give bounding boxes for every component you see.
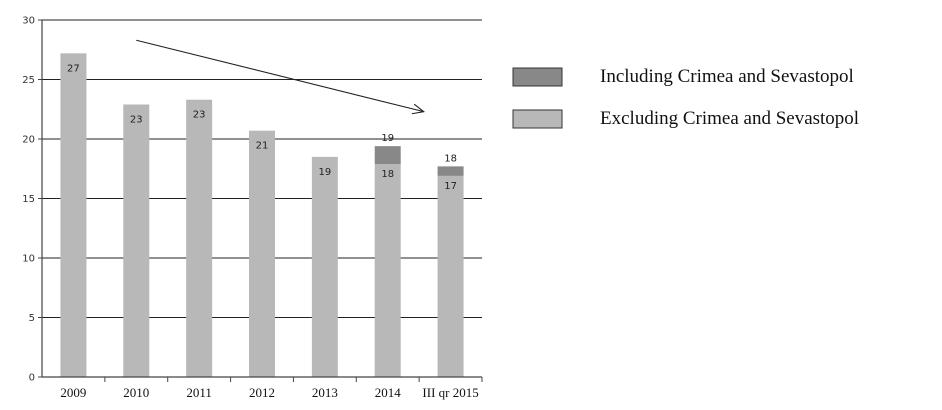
bar-including — [374, 146, 401, 164]
data-label-excluding: 23 — [193, 110, 206, 121]
trend-arrow — [136, 39, 426, 115]
data-labels: 27 23 23 21 19 19 18 18 17 — [67, 63, 457, 192]
x-category-label: 2013 — [312, 385, 338, 400]
y-axis-tick-labels: 0 5 10 15 20 25 30 — [22, 16, 35, 384]
data-label-excluding: 23 — [130, 114, 143, 125]
y-tick-label: 0 — [29, 373, 35, 384]
bar-excluding — [374, 163, 401, 377]
y-tick-label: 20 — [22, 135, 35, 146]
data-label-including: 18 — [444, 153, 457, 164]
trend-arrow-head — [411, 103, 426, 115]
data-label-excluding: 21 — [256, 141, 269, 152]
y-tick-label: 10 — [22, 254, 35, 265]
y-tick-label: 25 — [22, 75, 35, 86]
x-axis-category-labels: 2009 2010 2011 2012 2013 2014 III qr 2015 — [60, 385, 478, 400]
bars — [60, 53, 464, 378]
bar-excluding — [123, 104, 150, 378]
data-label-excluding: 17 — [444, 181, 457, 192]
axes — [41, 20, 482, 378]
x-category-label: 2011 — [186, 385, 212, 400]
x-category-label: 2009 — [60, 385, 86, 400]
y-tick-label: 15 — [22, 194, 35, 205]
x-category-label: 2012 — [249, 385, 275, 400]
bar-including — [437, 166, 464, 176]
x-category-label: 2014 — [375, 385, 402, 400]
legend-label-including: Including Crimea and Sevastopol — [600, 66, 854, 87]
legend-label-excluding: Excluding Crimea and Sevastopol — [600, 108, 859, 129]
bar-excluding — [437, 175, 464, 377]
y-tick-label: 5 — [29, 313, 35, 324]
legend: Including Crimea and Sevastopol Excludin… — [512, 66, 859, 129]
bar-excluding — [311, 156, 338, 377]
bar-excluding — [60, 53, 87, 377]
x-category-label: 2010 — [123, 385, 149, 400]
legend-swatch-excluding — [512, 109, 563, 129]
x-category-label: III qr 2015 — [422, 385, 478, 400]
trend-arrow-line — [136, 39, 424, 113]
legend-swatch-including — [512, 67, 563, 87]
data-label-excluding: 18 — [381, 169, 394, 180]
bar-excluding — [249, 130, 275, 377]
data-label-excluding: 27 — [67, 63, 80, 74]
legend-item-excluding: Excluding Crimea and Sevastopol — [512, 108, 859, 129]
data-label-excluding: 19 — [318, 167, 331, 178]
data-label-including: 19 — [381, 133, 394, 144]
y-tick-label: 30 — [22, 16, 35, 27]
legend-item-including: Including Crimea and Sevastopol — [512, 66, 854, 87]
bar-excluding — [186, 99, 213, 377]
